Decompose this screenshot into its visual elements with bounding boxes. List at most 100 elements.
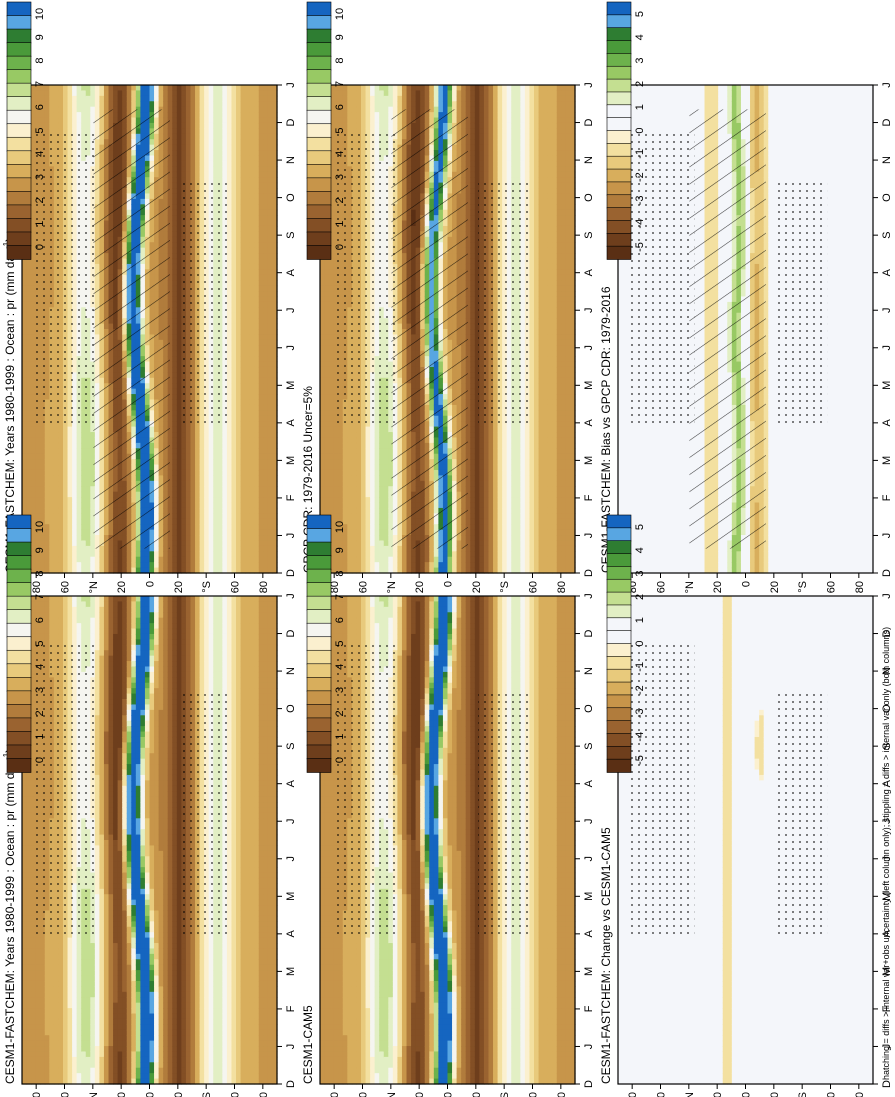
heatmap-cell xyxy=(58,562,64,569)
heatmap-cell xyxy=(213,545,219,552)
heatmap-cell xyxy=(190,556,196,563)
heatmap-cell xyxy=(35,432,41,439)
heatmap-cell xyxy=(204,432,210,439)
heatmap-cell xyxy=(258,394,264,401)
heatmap-cell xyxy=(204,535,210,542)
heatmap-cell xyxy=(213,524,219,531)
heatmap-cell xyxy=(245,372,251,379)
heatmap-cell xyxy=(49,459,55,466)
heatmap-cell xyxy=(254,366,260,373)
heatmap-cell xyxy=(22,296,28,303)
heatmap-cell xyxy=(258,529,264,536)
heatmap-cell xyxy=(103,551,110,558)
heatmap-cell xyxy=(176,171,182,178)
heatmap-cell xyxy=(185,160,192,167)
heatmap-cell xyxy=(263,236,269,243)
heatmap-cell xyxy=(85,95,91,102)
heatmap-cell xyxy=(240,258,246,265)
heatmap-cell xyxy=(181,518,187,525)
heatmap-cell xyxy=(185,139,192,146)
heatmap-cell xyxy=(22,394,28,401)
heatmap-cell xyxy=(254,307,260,314)
heatmap-cell xyxy=(176,215,182,222)
heatmap-cell xyxy=(176,182,182,189)
heatmap-cell xyxy=(258,231,264,238)
heatmap-cell xyxy=(76,112,82,119)
heatmap-cell xyxy=(195,540,201,547)
heatmap-cell xyxy=(58,95,64,102)
heatmap-cell xyxy=(231,366,237,373)
heatmap-cell xyxy=(90,122,96,129)
heatmap-cell xyxy=(195,556,201,563)
heatmap-cell xyxy=(90,106,96,113)
heatmap-cell xyxy=(204,524,210,531)
heatmap-cell xyxy=(231,253,237,260)
heatmap-cell xyxy=(236,567,242,574)
heatmap-cell xyxy=(258,95,264,102)
heatmap-cell xyxy=(172,247,178,254)
heatmap-cell xyxy=(35,426,41,433)
heatmap-cell xyxy=(158,556,164,563)
heatmap-cell xyxy=(172,329,178,336)
heatmap-cell xyxy=(245,144,251,151)
heatmap-cell xyxy=(267,242,274,249)
heatmap-cell xyxy=(208,459,214,466)
heatmap-cell xyxy=(85,491,91,498)
heatmap-cell xyxy=(35,448,41,455)
heatmap-cell xyxy=(245,361,251,368)
heatmap-cell xyxy=(176,366,182,373)
heatmap-cell xyxy=(240,345,246,352)
heatmap-cell xyxy=(190,502,196,509)
heatmap-cell xyxy=(176,404,182,411)
heatmap-cell xyxy=(85,85,91,92)
heatmap-cell xyxy=(135,545,141,552)
heatmap-cell xyxy=(158,545,164,552)
heatmap-cell xyxy=(53,497,60,504)
heatmap-cell xyxy=(44,545,50,552)
heatmap-cell xyxy=(267,535,274,542)
heatmap-cell xyxy=(249,263,255,270)
heatmap-cell xyxy=(240,155,246,162)
heatmap-cell xyxy=(49,442,55,449)
heatmap-cell xyxy=(76,122,82,129)
heatmap-cell xyxy=(195,85,201,92)
heatmap-cell xyxy=(72,448,78,455)
heatmap-cell xyxy=(245,356,251,363)
heatmap-cell xyxy=(249,437,255,444)
heatmap-cell xyxy=(62,459,69,466)
heatmap-cell xyxy=(67,535,73,542)
heatmap-cell xyxy=(99,101,105,108)
heatmap-cell xyxy=(49,475,55,482)
heatmap-cell xyxy=(62,128,69,135)
heatmap-cell xyxy=(258,204,264,211)
heatmap-cell xyxy=(62,426,69,433)
heatmap-cell xyxy=(35,551,41,558)
heatmap-cell xyxy=(22,301,28,308)
heatmap-cell xyxy=(144,551,151,558)
heatmap-cell xyxy=(81,90,87,97)
heatmap-cell xyxy=(258,464,264,471)
heatmap-cell xyxy=(67,518,73,525)
heatmap-cell xyxy=(167,469,173,476)
heatmap-cell xyxy=(217,426,223,433)
heatmap-cell xyxy=(245,155,251,162)
heatmap-cell xyxy=(195,95,201,102)
heatmap-cell xyxy=(249,106,255,113)
heatmap-cell xyxy=(90,507,96,514)
heatmap-cell xyxy=(204,448,210,455)
heatmap-cell xyxy=(67,117,73,124)
heatmap-cell xyxy=(231,453,237,460)
heatmap-cell xyxy=(236,535,242,542)
heatmap-cell xyxy=(236,269,242,276)
heatmap-cell xyxy=(172,128,178,135)
heatmap-cell xyxy=(62,545,69,552)
heatmap-cell xyxy=(263,258,269,265)
heatmap-cell xyxy=(190,106,196,113)
heatmap-cell xyxy=(190,535,196,542)
heatmap-cell xyxy=(254,95,260,102)
heatmap-cell xyxy=(272,215,278,222)
heatmap-cell xyxy=(231,556,237,563)
heatmap-cell xyxy=(249,345,255,352)
heatmap-cell xyxy=(85,556,91,563)
heatmap-cell xyxy=(208,112,214,119)
